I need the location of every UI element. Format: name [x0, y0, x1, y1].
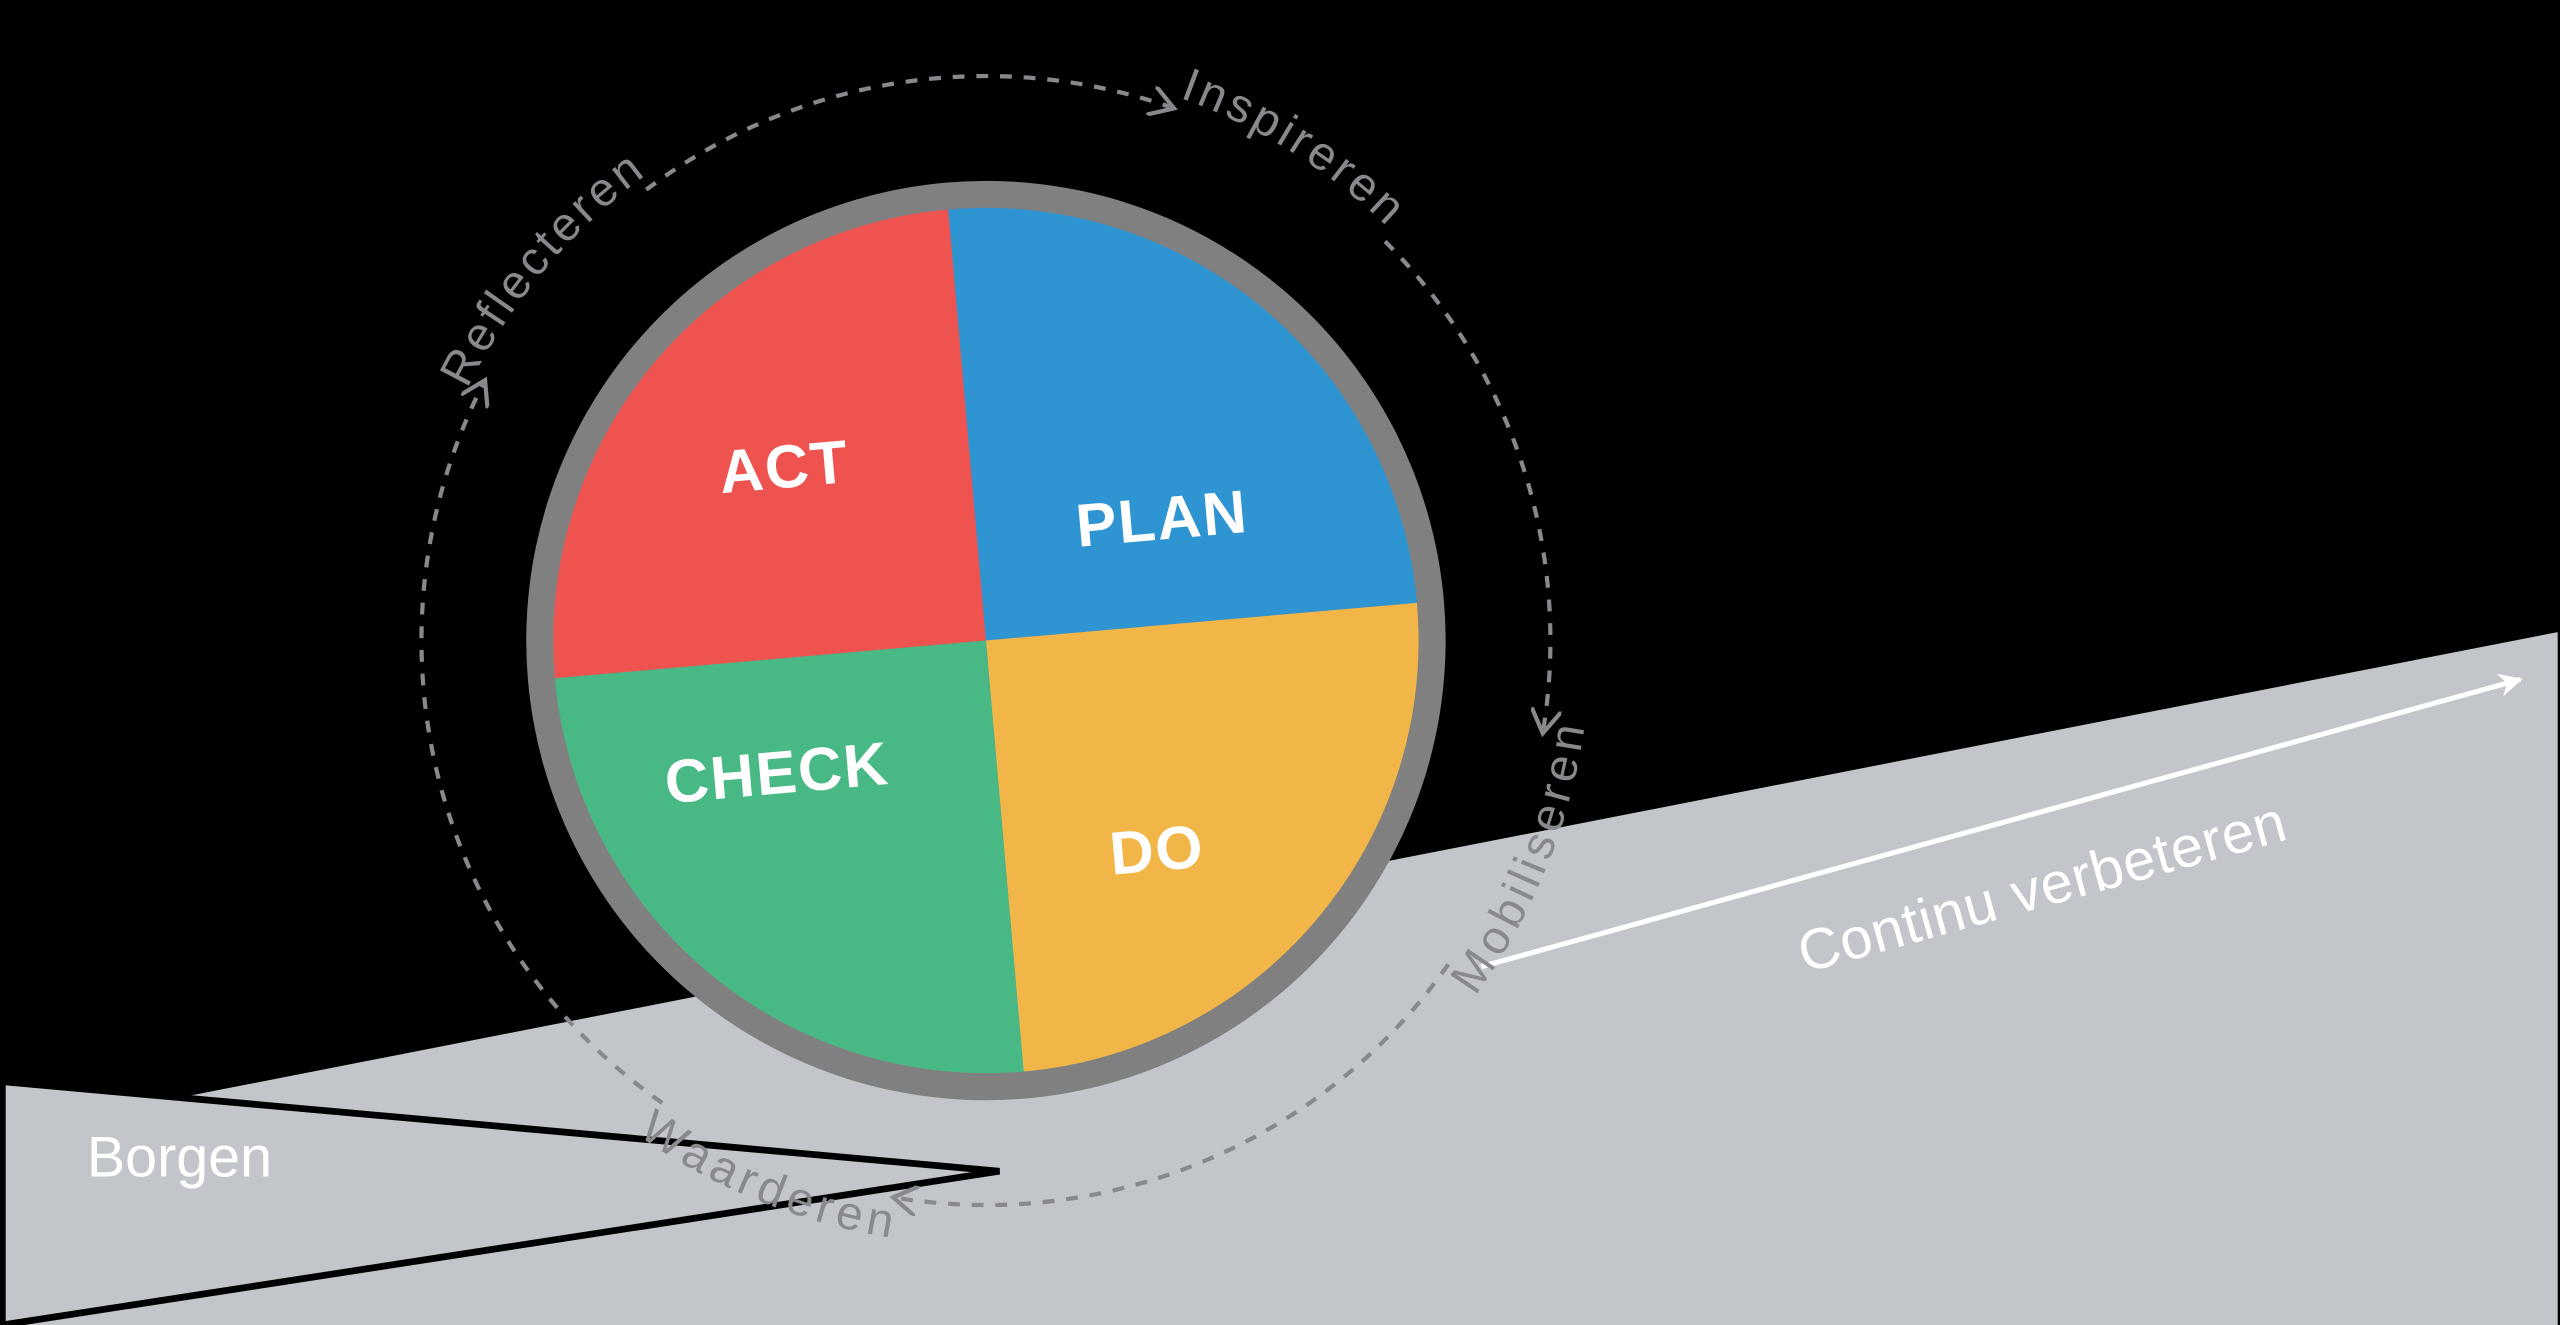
quadrant-label-do: DO — [1107, 812, 1207, 888]
quadrant-label-act: ACT — [716, 427, 852, 506]
pdca-diagram: Continu verbeterenBorgenReflecterenInspi… — [0, 0, 2560, 1325]
borgen-label: Borgen — [87, 1125, 272, 1189]
